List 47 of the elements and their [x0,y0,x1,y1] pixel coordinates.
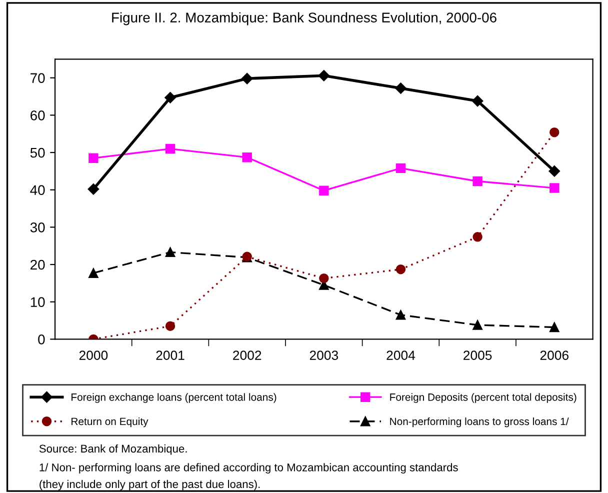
point [319,186,329,196]
x-tick-label: 2005 [464,350,492,360]
point [88,268,98,278]
point [472,176,482,186]
text: (they include only part of the past due loans). [40,480,260,490]
point [165,144,176,154]
point [472,320,482,330]
point [472,95,484,107]
point [164,92,176,104]
point [318,70,330,82]
x-tick-label: 2002 [233,350,262,360]
point [472,232,482,242]
source-note: Source: Bank of Mozambique. [39,444,187,455]
point [88,153,98,163]
x-tick-label: 2004 [386,350,416,360]
x-tick-label: 2000 [79,350,108,360]
y-tick-label: 70 [30,73,45,83]
x-tick-label: 2001 [156,350,184,360]
point [242,152,252,162]
point [396,163,406,174]
point [395,82,406,94]
y-tick-label: 10 [30,297,45,308]
x-tick-label: 2006 [540,350,568,360]
chart-title: Figure II. 2. Mozambique: Bank Soundness Evolution, 2000-06 [112,12,496,26]
y-tick-label: 60 [30,110,45,120]
point [396,310,406,320]
legend-label: Return on Equity [72,417,148,428]
point [548,166,560,177]
point [165,247,176,258]
legend-label: Foreign exchange loans (percent total loans) [72,393,276,403]
point [165,321,176,331]
legend-label: Foreign Deposits (percent total deposits) [390,393,576,403]
point [241,72,253,84]
legend-label: Non-performing loans to gross loans 1/ [390,417,569,428]
y-tick-label: 50 [30,148,45,158]
point [550,127,560,138]
y-tick-label: 20 [30,260,45,270]
y-tick-label: 0 [38,334,45,344]
point [550,183,560,193]
point [319,273,329,284]
point [396,264,406,274]
text: 1/ Non- performing loans are defined according to Mozambican accounting standards [40,463,458,474]
y-tick-label: 30 [30,222,45,232]
y-tick-label: 40 [30,185,45,196]
point [550,322,560,332]
point [88,183,100,195]
x-tick-label: 2003 [310,350,338,360]
